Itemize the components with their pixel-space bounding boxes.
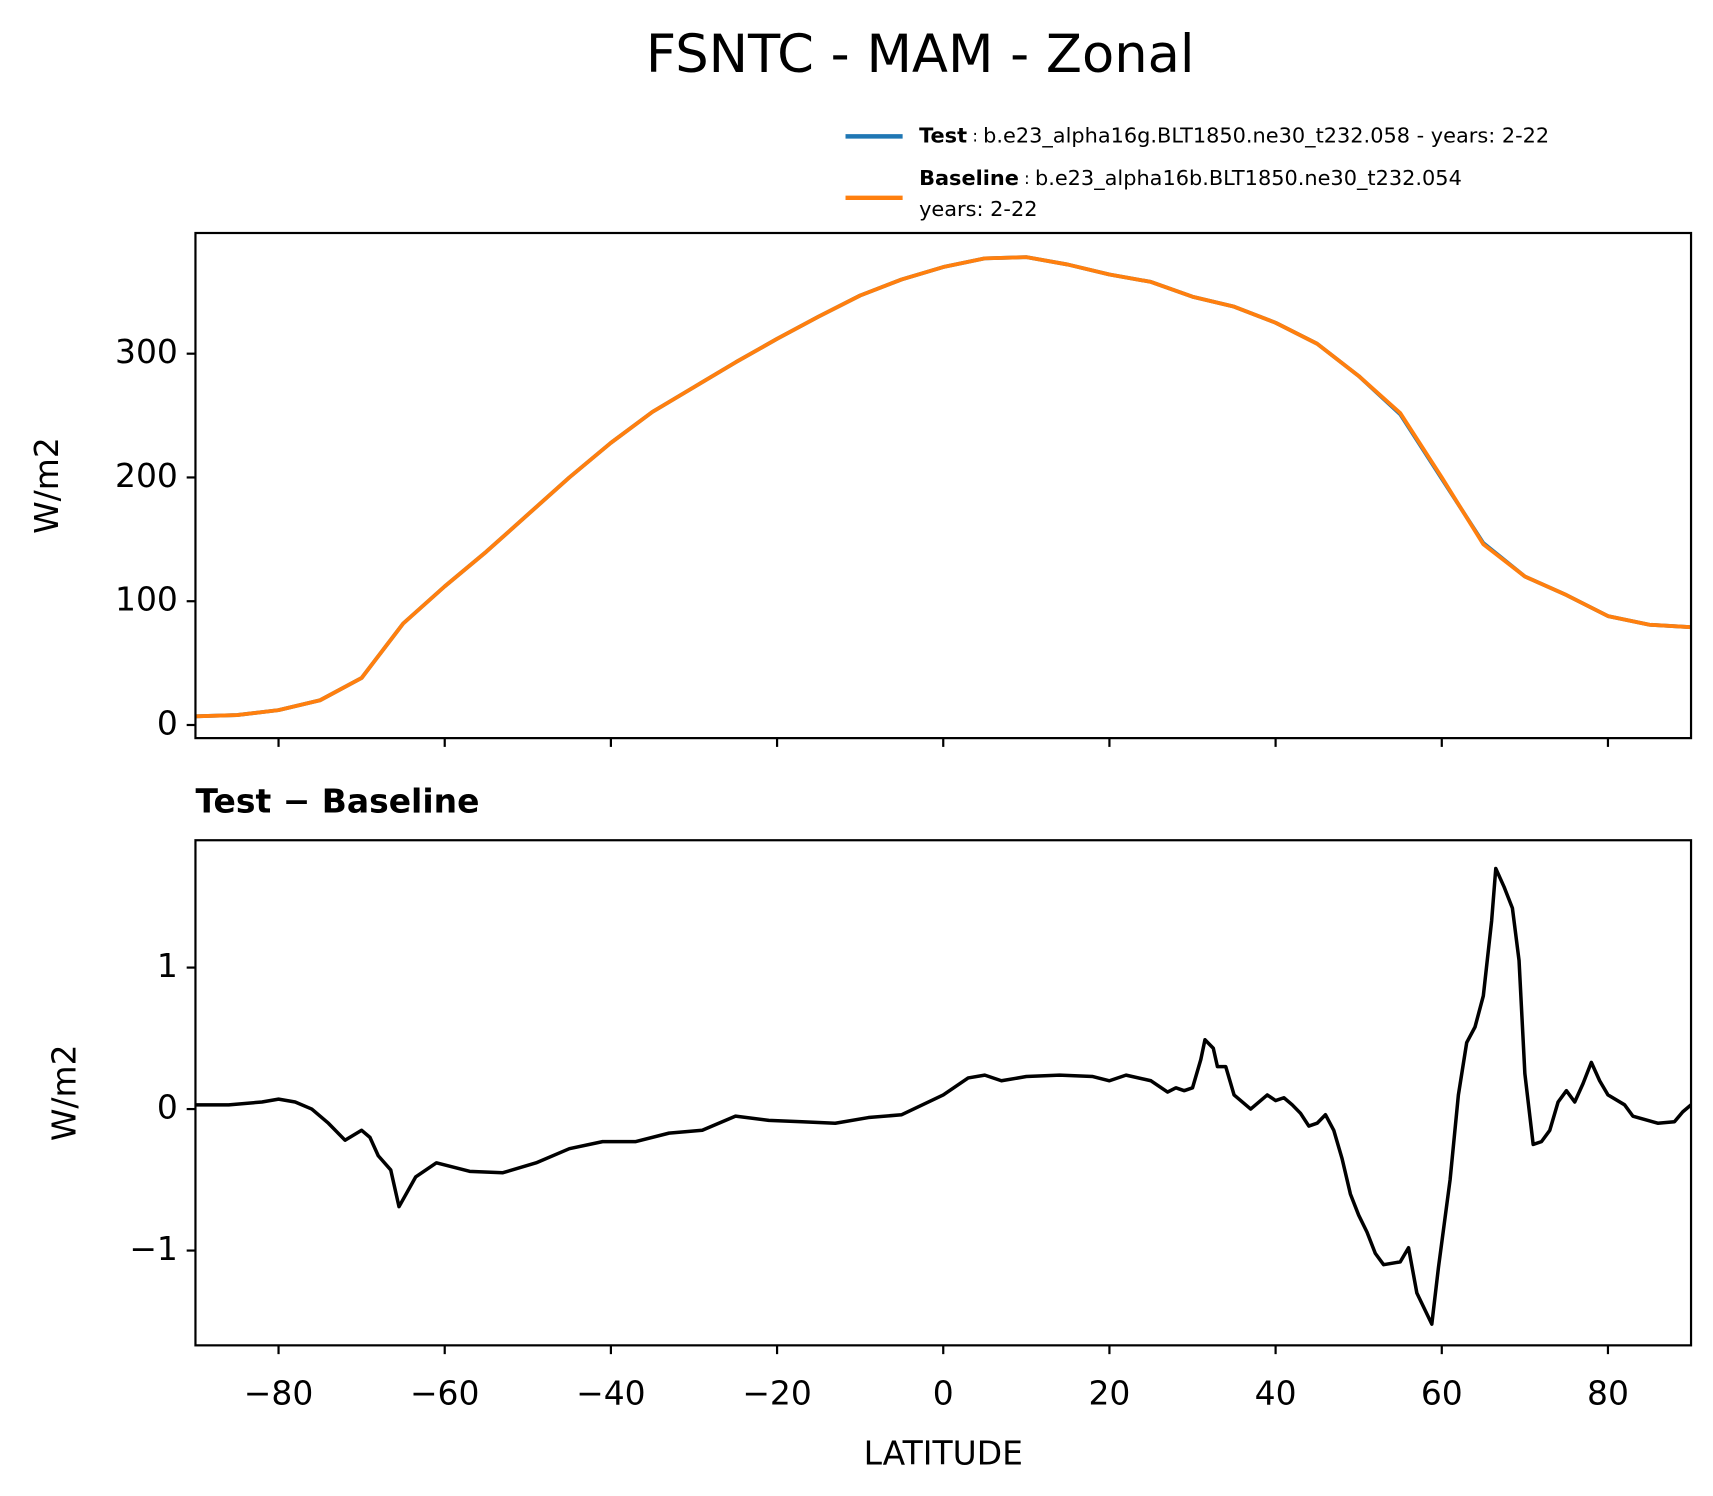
legend-label: Baseline : b.e23_alpha16b.BLT1850.ne30_t… xyxy=(919,166,1462,191)
x-tick-label: −40 xyxy=(576,1373,646,1412)
plot-area xyxy=(195,866,1692,1326)
y-axis-label: W/m2 xyxy=(44,1044,83,1141)
axes-title: Test − Baseline xyxy=(195,781,479,820)
y-tick-label: −1 xyxy=(129,1229,178,1268)
x-tick-label: 40 xyxy=(1255,1373,1297,1412)
y-tick-label: 0 xyxy=(157,703,178,742)
x-tick-label: 0 xyxy=(933,1373,954,1412)
plot-area xyxy=(195,255,1692,719)
legend-desc: b.e23_alpha16b.BLT1850.ne30_t232.054 xyxy=(1035,166,1462,191)
legend-label: Test : b.e23_alpha16g.BLT1850.ne30_t232.… xyxy=(919,123,1549,148)
legend-desc: b.e23_alpha16g.BLT1850.ne30_t232.058 - y… xyxy=(983,123,1549,148)
x-tick-label: −80 xyxy=(244,1373,314,1412)
legend-name: Test xyxy=(919,123,967,147)
legend-separator: : xyxy=(967,126,983,145)
y-tick-label: 300 xyxy=(115,332,178,371)
legend-separator: : xyxy=(1019,169,1035,188)
legend-label: years: 2-22 xyxy=(919,197,1037,221)
x-tick-label: −60 xyxy=(410,1373,480,1412)
y-tick-label: 100 xyxy=(115,580,178,619)
figure-title: FSNTC - MAM - Zonal xyxy=(646,24,1195,85)
y-axis-label: W/m2 xyxy=(27,437,66,534)
x-tick-label: 60 xyxy=(1421,1373,1463,1412)
legend-name: Baseline xyxy=(919,166,1019,190)
data-line xyxy=(195,255,1692,719)
x-tick-label: −20 xyxy=(742,1373,812,1412)
x-tick-label: 80 xyxy=(1587,1373,1629,1412)
y-tick-label: 200 xyxy=(115,456,178,495)
x-tick-label: 20 xyxy=(1088,1373,1130,1412)
y-tick-label: 0 xyxy=(157,1088,178,1127)
x-axis-label: LATITUDE xyxy=(864,1434,1023,1473)
y-tick-label: 1 xyxy=(157,946,178,985)
data-line xyxy=(195,866,1692,1326)
